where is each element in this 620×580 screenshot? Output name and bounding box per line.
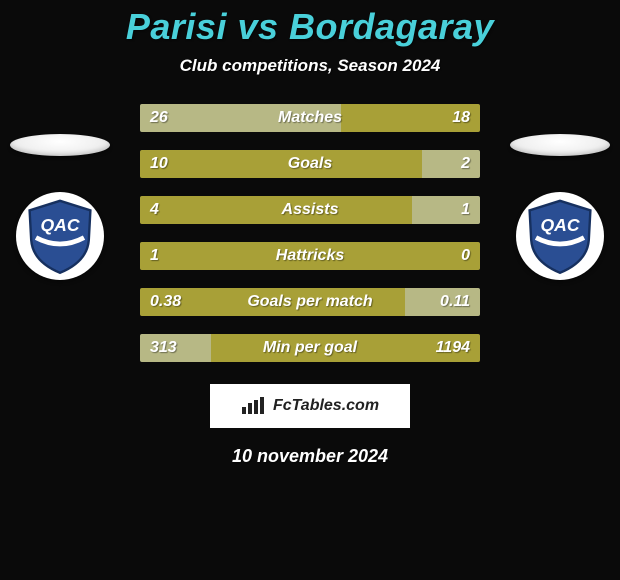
shield-icon: QAC	[520, 196, 600, 276]
stat-label: Matches	[278, 109, 342, 127]
country-flag-right	[510, 134, 610, 156]
stat-label: Assists	[282, 201, 339, 219]
right-player-badges: QAC	[500, 134, 620, 280]
club-badge-right: QAC	[516, 192, 604, 280]
page-subtitle: Club competitions, Season 2024	[0, 56, 620, 76]
stat-row: Assists 4 1	[140, 196, 480, 224]
stat-label: Goals	[288, 155, 332, 173]
stat-value-right: 0.11	[440, 293, 470, 311]
stat-bars: Matches2618Goals102Assists41Hattricks10G…	[140, 104, 480, 362]
country-flag-left	[10, 134, 110, 156]
stat-value-right: 1194	[436, 339, 470, 357]
stat-label: Hattricks	[276, 247, 344, 265]
stat-value-left: 0.38	[150, 293, 181, 311]
stat-row: Matches 26 18	[140, 104, 480, 132]
stat-label: Min per goal	[263, 339, 357, 357]
left-player-badges: QAC	[0, 134, 120, 280]
attribution-text: FcTables.com	[273, 397, 379, 415]
stat-value-right: 0	[461, 247, 470, 265]
stat-value-right: 18	[452, 109, 470, 127]
stat-value-right: 2	[461, 155, 470, 173]
stat-value-left: 4	[150, 201, 159, 219]
stat-value-left: 1	[150, 247, 159, 265]
stat-value-left: 10	[150, 155, 168, 173]
stat-row: Hattricks 1 0	[140, 242, 480, 270]
stat-row: Goals per match 0.38 0.11	[140, 288, 480, 316]
stat-row: Min per goal 313 1194	[140, 334, 480, 362]
comparison-card: Parisi vs Bordagaray Club competitions, …	[0, 0, 620, 580]
stat-label: Goals per match	[247, 293, 372, 311]
page-title: Parisi vs Bordagaray	[0, 6, 620, 48]
attribution-badge: FcTables.com	[210, 384, 410, 428]
stat-row: Goals 10 2	[140, 150, 480, 178]
chart-area: QAC QAC Matches2618Goals102Assists41Hatt…	[0, 104, 620, 467]
stat-value-left: 26	[150, 109, 168, 127]
date-text: 10 november 2024	[0, 446, 620, 467]
svg-text:QAC: QAC	[540, 215, 579, 235]
bar-chart-icon	[241, 397, 267, 415]
club-badge-left: QAC	[16, 192, 104, 280]
svg-text:QAC: QAC	[40, 215, 79, 235]
shield-icon: QAC	[20, 196, 100, 276]
stat-value-left: 313	[150, 339, 177, 357]
stat-value-right: 1	[461, 201, 470, 219]
